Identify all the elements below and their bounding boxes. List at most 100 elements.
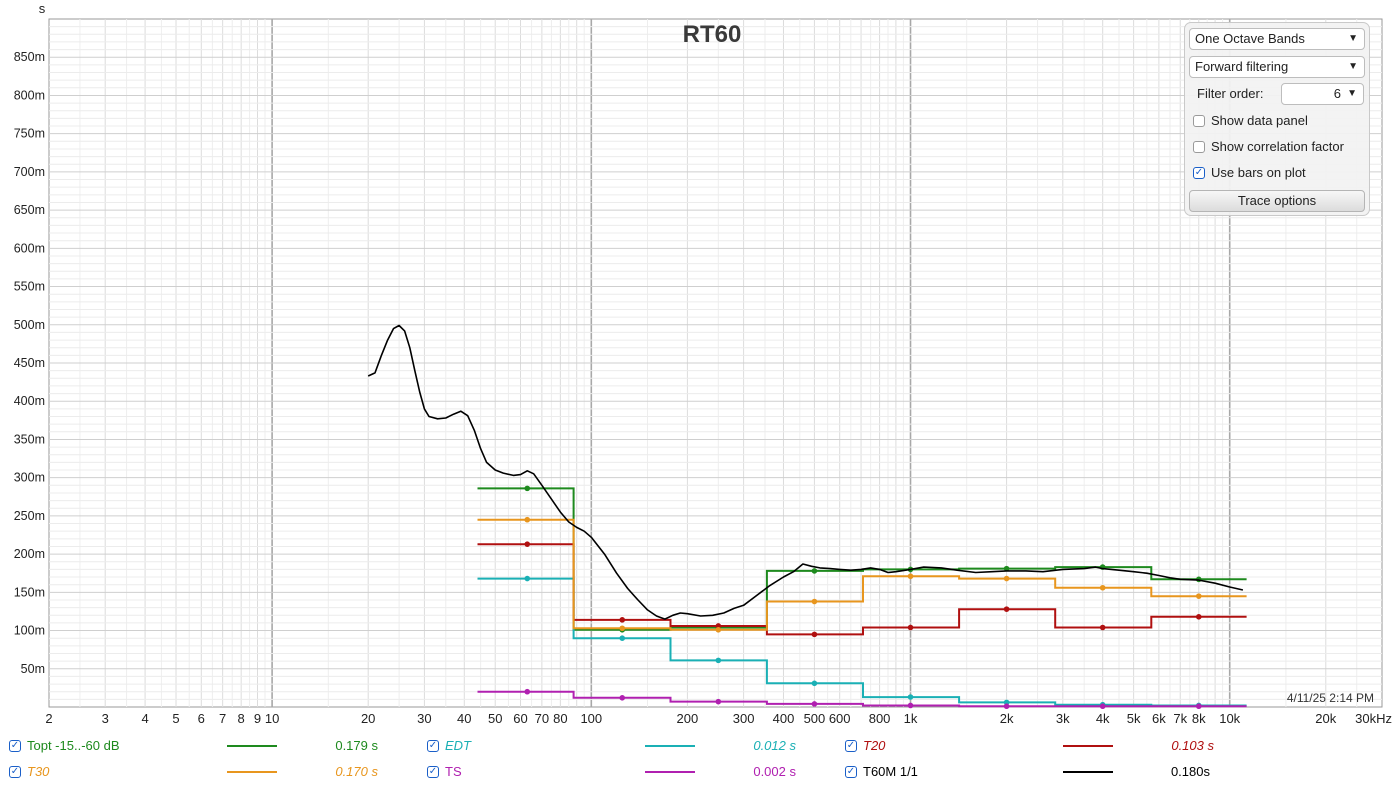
band-point: [1195, 593, 1202, 599]
x-tick-label: 5k: [1127, 711, 1141, 726]
y-tick-label: 650m: [14, 203, 45, 217]
filtering-dropdown-value: Forward filtering: [1195, 59, 1289, 74]
legend-label-edt: EDT: [445, 738, 471, 753]
band-point: [1099, 703, 1106, 710]
y-tick-label: 350m: [14, 432, 45, 446]
band-point: [1099, 624, 1106, 631]
x-tick-label: 40: [457, 711, 471, 726]
legend-item-t30[interactable]: ✓ T30: [9, 763, 49, 781]
legend-label-t60m: T60M 1/1: [863, 764, 918, 779]
tick-layer: 50m 100m 150m 200m 250m 300m 350m 400m 450m 500m 5…: [14, 50, 1392, 726]
legend-label-t20: T20: [863, 738, 886, 753]
legend-checkbox-edt[interactable]: ✓: [427, 739, 439, 752]
x-tick-label: 2: [45, 711, 52, 726]
y-tick-label: 50m: [21, 662, 45, 676]
band-point: [1003, 606, 1010, 612]
band-point: [524, 575, 531, 582]
legend-checkbox-t20[interactable]: ✓: [845, 739, 857, 752]
band-point: [811, 568, 818, 574]
band-point: [811, 701, 818, 707]
legend-value-ts: 0.002 s: [753, 764, 796, 779]
use-bars-option[interactable]: ✓ Use bars on plot: [1193, 164, 1306, 182]
legend-checkbox-t60m[interactable]: ✓: [845, 765, 857, 778]
band-point: [811, 680, 818, 687]
legend-value-edt: 0.012 s: [753, 738, 796, 753]
use-bars-checkbox[interactable]: ✓: [1193, 166, 1205, 179]
band-point: [1195, 613, 1202, 620]
x-tick-label: 7: [219, 711, 226, 726]
band-point: [619, 625, 626, 632]
legend-item-ts[interactable]: ✓ TS: [427, 763, 462, 781]
x-tick-label: 400: [773, 711, 795, 726]
x-tick-label: 6k: [1152, 711, 1166, 726]
legend-line-t20: [1063, 745, 1113, 747]
filtering-dropdown[interactable]: Forward filtering ▼: [1189, 56, 1365, 78]
x-tick-label: 9: [254, 711, 261, 726]
x-tick-label: 800: [869, 711, 891, 726]
band-point: [811, 631, 818, 638]
filter-order-value: 6: [1333, 86, 1341, 101]
x-tick-label: 5: [172, 711, 179, 726]
y-tick-label: 450m: [14, 356, 45, 370]
band-point: [715, 657, 722, 664]
show-correlation-checkbox[interactable]: [1193, 140, 1205, 153]
x-tick-label: 600: [829, 711, 851, 726]
legend-label-t30: T30: [27, 764, 50, 779]
x-tick-label: 60: [513, 711, 527, 726]
x-tick-label: 30: [417, 711, 431, 726]
y-tick-label: 750m: [14, 127, 45, 141]
y-tick-label: 250m: [14, 509, 45, 523]
filter-order-label: Filter order:: [1197, 86, 1264, 101]
x-tick-label: 8k: [1192, 711, 1206, 726]
legend-value-t60m: 0.180s: [1170, 764, 1210, 779]
show-data-panel-option[interactable]: Show data panel: [1193, 112, 1308, 130]
x-tick-label: 200: [677, 711, 699, 726]
x-tick-label: 20k: [1315, 711, 1336, 726]
show-correlation-option[interactable]: Show correlation factor: [1193, 138, 1344, 156]
band-point: [907, 624, 914, 631]
legend-checkbox-topt[interactable]: ✓: [9, 739, 21, 752]
x-tick-label: 80: [553, 711, 567, 726]
band-point: [1003, 703, 1010, 710]
legend-line-t60m: [1063, 771, 1113, 773]
legend-item-edt[interactable]: ✓ EDT: [427, 737, 471, 755]
band-point: [524, 516, 531, 523]
trace-options-button[interactable]: Trace options: [1189, 190, 1365, 212]
x-tick-label: 70: [535, 711, 549, 726]
y-tick-label: 100m: [14, 624, 45, 638]
legend-line-ts: [645, 771, 695, 773]
chart-title: RT60: [683, 21, 742, 48]
show-data-panel-checkbox[interactable]: [1193, 114, 1205, 127]
band-point: [524, 485, 531, 492]
legend-item-topt[interactable]: ✓ Topt -15..-60 dB: [9, 737, 120, 755]
x-tick-label: 3: [102, 711, 109, 726]
x-tick-label: 6: [198, 711, 205, 726]
y-tick-label: 800m: [14, 88, 45, 102]
x-tick-label: 300: [733, 711, 755, 726]
show-correlation-label: Show correlation factor: [1211, 139, 1344, 154]
legend-item-t60m[interactable]: ✓ T60M 1/1: [845, 763, 918, 781]
y-tick-label: 600m: [14, 241, 45, 255]
y-tick-label: 850m: [14, 50, 45, 64]
legend-checkbox-ts[interactable]: ✓: [427, 765, 439, 778]
band-point: [524, 541, 531, 547]
band-point: [1003, 565, 1010, 572]
band-point: [1099, 584, 1106, 591]
series-layer: [367, 324, 1247, 710]
control-panel: One Octave Bands ▼ Forward filtering ▼ F…: [1184, 22, 1370, 216]
chevron-down-icon: ▼: [1348, 33, 1358, 44]
y-tick-label: 500m: [14, 318, 45, 332]
band-point: [619, 617, 626, 623]
legend-label-topt: Topt -15..-60 dB: [27, 738, 120, 753]
bands-dropdown[interactable]: One Octave Bands ▼: [1189, 28, 1365, 50]
band-point: [715, 626, 722, 633]
x-tick-label: 100: [580, 711, 602, 726]
y-axis-unit-label: s: [39, 1, 46, 16]
x-tick-label: 30kHz: [1355, 711, 1392, 726]
chevron-down-icon: ▼: [1348, 61, 1358, 72]
legend-checkbox-t30[interactable]: ✓: [9, 765, 21, 778]
filter-order-dropdown[interactable]: 6 ▼: [1281, 83, 1364, 105]
x-tick-label: 50: [488, 711, 502, 726]
legend-item-t20[interactable]: ✓ T20: [845, 737, 885, 755]
